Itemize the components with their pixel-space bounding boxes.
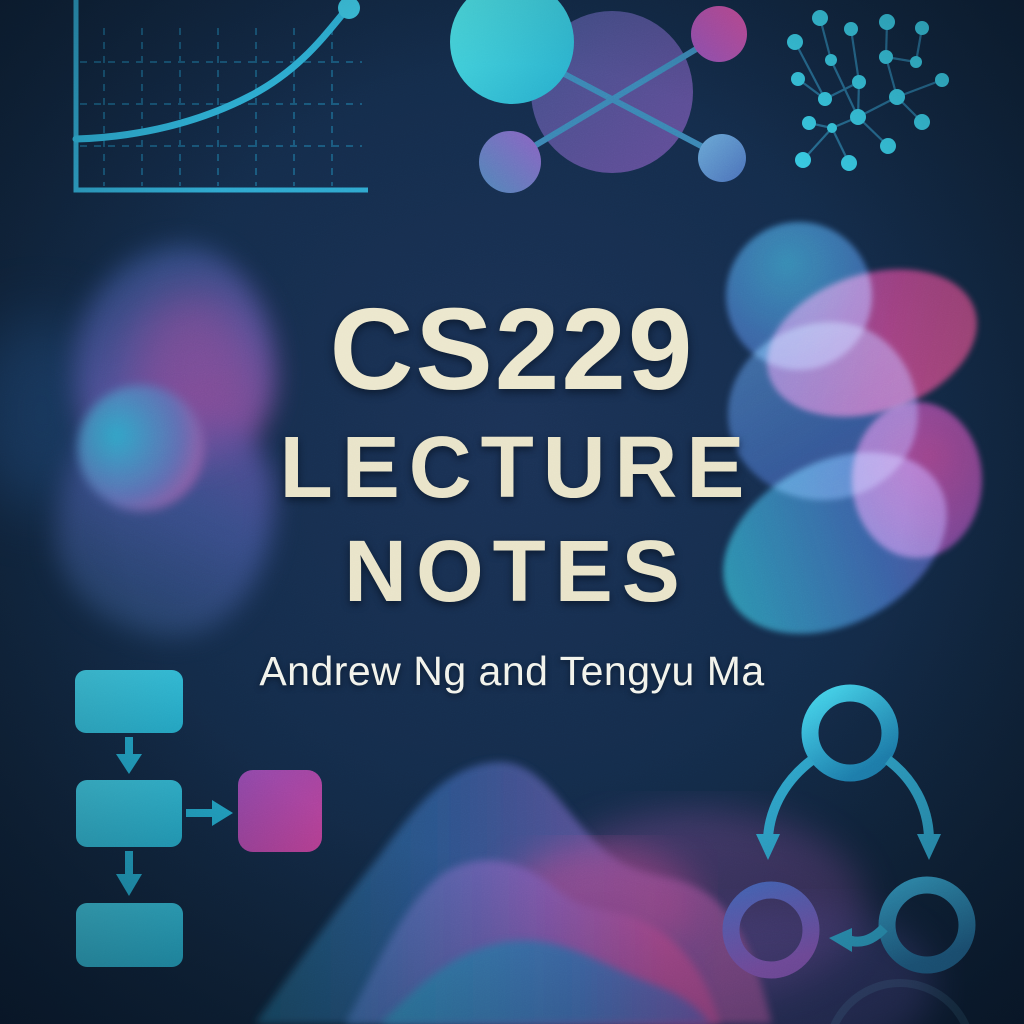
authors-byline: Andrew Ng and Tengyu Ma [259, 648, 765, 694]
title-line-lecture: LECTURE [279, 419, 754, 516]
course-code: CS229 [329, 284, 695, 414]
cycle-arrow-bottom [829, 924, 888, 952]
title-line-notes: NOTES [344, 523, 689, 620]
cycle-ring-left [722, 881, 820, 979]
cycle-ring-top [801, 684, 899, 782]
cycle-arrow-right [884, 756, 941, 860]
cycle-arrow-left [756, 756, 816, 860]
cycle-ring-right [878, 876, 976, 974]
